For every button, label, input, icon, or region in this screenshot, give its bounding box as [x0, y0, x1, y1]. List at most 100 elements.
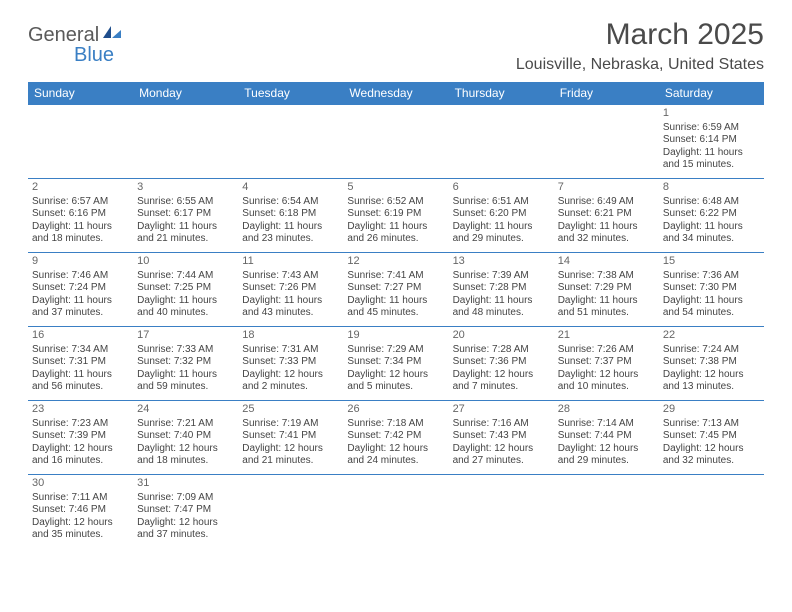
sunset-text: Sunset: 7:36 PM — [453, 356, 550, 369]
sunrise-text: Sunrise: 7:21 AM — [137, 418, 234, 431]
day-number: 17 — [137, 329, 234, 343]
daylight-text: Daylight: 11 hours — [453, 295, 550, 308]
sunset-text: Sunset: 7:40 PM — [137, 430, 234, 443]
sunset-text: Sunset: 7:30 PM — [663, 282, 760, 295]
daylight-text: and 35 minutes. — [32, 529, 129, 542]
sunrise-text: Sunrise: 7:19 AM — [242, 418, 339, 431]
daylight-text: and 18 minutes. — [137, 455, 234, 468]
day-header: Wednesday — [343, 82, 448, 105]
daylight-text: Daylight: 12 hours — [137, 443, 234, 456]
daylight-text: Daylight: 11 hours — [453, 221, 550, 234]
calendar-cell: 9Sunrise: 7:46 AMSunset: 7:24 PMDaylight… — [28, 253, 133, 327]
calendar-cell: 29Sunrise: 7:13 AMSunset: 7:45 PMDayligh… — [659, 401, 764, 475]
sunset-text: Sunset: 7:25 PM — [137, 282, 234, 295]
calendar-cell — [238, 105, 343, 179]
calendar-cell: 21Sunrise: 7:26 AMSunset: 7:37 PMDayligh… — [554, 327, 659, 401]
daylight-text: Daylight: 12 hours — [347, 369, 444, 382]
sunset-text: Sunset: 6:14 PM — [663, 134, 760, 147]
calendar-cell — [554, 105, 659, 179]
day-number: 27 — [453, 403, 550, 417]
calendar-cell: 23Sunrise: 7:23 AMSunset: 7:39 PMDayligh… — [28, 401, 133, 475]
sunset-text: Sunset: 7:34 PM — [347, 356, 444, 369]
sunset-text: Sunset: 7:26 PM — [242, 282, 339, 295]
calendar-cell: 16Sunrise: 7:34 AMSunset: 7:31 PMDayligh… — [28, 327, 133, 401]
calendar-cell: 14Sunrise: 7:38 AMSunset: 7:29 PMDayligh… — [554, 253, 659, 327]
daylight-text: and 7 minutes. — [453, 381, 550, 394]
daylight-text: Daylight: 12 hours — [242, 369, 339, 382]
daylight-text: and 21 minutes. — [137, 233, 234, 246]
calendar-header-row: Sunday Monday Tuesday Wednesday Thursday… — [28, 82, 764, 105]
daylight-text: Daylight: 11 hours — [32, 369, 129, 382]
sunset-text: Sunset: 7:45 PM — [663, 430, 760, 443]
calendar-cell — [28, 105, 133, 179]
daylight-text: and 5 minutes. — [347, 381, 444, 394]
daylight-text: Daylight: 11 hours — [137, 369, 234, 382]
sunrise-text: Sunrise: 7:43 AM — [242, 270, 339, 283]
sunrise-text: Sunrise: 7:18 AM — [347, 418, 444, 431]
daylight-text: Daylight: 11 hours — [558, 295, 655, 308]
calendar-cell: 26Sunrise: 7:18 AMSunset: 7:42 PMDayligh… — [343, 401, 448, 475]
sunset-text: Sunset: 7:24 PM — [32, 282, 129, 295]
calendar-cell: 8Sunrise: 6:48 AMSunset: 6:22 PMDaylight… — [659, 179, 764, 253]
day-number: 8 — [663, 181, 760, 195]
daylight-text: and 32 minutes. — [558, 233, 655, 246]
calendar-week-row: 1Sunrise: 6:59 AMSunset: 6:14 PMDaylight… — [28, 105, 764, 179]
daylight-text: and 18 minutes. — [32, 233, 129, 246]
sunrise-text: Sunrise: 6:49 AM — [558, 196, 655, 209]
daylight-text: Daylight: 11 hours — [347, 221, 444, 234]
daylight-text: Daylight: 11 hours — [137, 295, 234, 308]
sunrise-text: Sunrise: 7:16 AM — [453, 418, 550, 431]
daylight-text: and 40 minutes. — [137, 307, 234, 320]
daylight-text: and 27 minutes. — [453, 455, 550, 468]
calendar-week-row: 30Sunrise: 7:11 AMSunset: 7:46 PMDayligh… — [28, 475, 764, 549]
sunset-text: Sunset: 7:46 PM — [32, 504, 129, 517]
title-block: March 2025 Louisville, Nebraska, United … — [516, 18, 764, 74]
calendar-week-row: 9Sunrise: 7:46 AMSunset: 7:24 PMDaylight… — [28, 253, 764, 327]
daylight-text: Daylight: 11 hours — [558, 221, 655, 234]
calendar-cell: 27Sunrise: 7:16 AMSunset: 7:43 PMDayligh… — [449, 401, 554, 475]
daylight-text: Daylight: 12 hours — [663, 369, 760, 382]
daylight-text: and 54 minutes. — [663, 307, 760, 320]
header: General March 2025 Louisville, Nebraska,… — [28, 18, 764, 74]
sunrise-text: Sunrise: 7:28 AM — [453, 344, 550, 357]
sunset-text: Sunset: 7:27 PM — [347, 282, 444, 295]
daylight-text: and 32 minutes. — [663, 455, 760, 468]
calendar-cell: 17Sunrise: 7:33 AMSunset: 7:32 PMDayligh… — [133, 327, 238, 401]
calendar-cell — [554, 475, 659, 549]
sunset-text: Sunset: 7:44 PM — [558, 430, 655, 443]
calendar-week-row: 2Sunrise: 6:57 AMSunset: 6:16 PMDaylight… — [28, 179, 764, 253]
sunrise-text: Sunrise: 7:23 AM — [32, 418, 129, 431]
calendar-week-row: 23Sunrise: 7:23 AMSunset: 7:39 PMDayligh… — [28, 401, 764, 475]
day-number: 4 — [242, 181, 339, 195]
sunrise-text: Sunrise: 7:26 AM — [558, 344, 655, 357]
daylight-text: Daylight: 12 hours — [453, 443, 550, 456]
daylight-text: Daylight: 12 hours — [453, 369, 550, 382]
day-number: 19 — [347, 329, 444, 343]
day-number: 11 — [242, 255, 339, 269]
day-number: 16 — [32, 329, 129, 343]
daylight-text: and 15 minutes. — [663, 159, 760, 172]
calendar-cell: 15Sunrise: 7:36 AMSunset: 7:30 PMDayligh… — [659, 253, 764, 327]
daylight-text: and 21 minutes. — [242, 455, 339, 468]
calendar-cell — [343, 475, 448, 549]
sunrise-text: Sunrise: 7:39 AM — [453, 270, 550, 283]
day-header: Monday — [133, 82, 238, 105]
daylight-text: and 13 minutes. — [663, 381, 760, 394]
daylight-text: and 45 minutes. — [347, 307, 444, 320]
sunset-text: Sunset: 7:41 PM — [242, 430, 339, 443]
calendar-cell: 22Sunrise: 7:24 AMSunset: 7:38 PMDayligh… — [659, 327, 764, 401]
calendar-cell: 18Sunrise: 7:31 AMSunset: 7:33 PMDayligh… — [238, 327, 343, 401]
calendar-body: 1Sunrise: 6:59 AMSunset: 6:14 PMDaylight… — [28, 105, 764, 549]
day-number: 6 — [453, 181, 550, 195]
daylight-text: and 2 minutes. — [242, 381, 339, 394]
day-number: 1 — [663, 107, 760, 121]
daylight-text: and 56 minutes. — [32, 381, 129, 394]
daylight-text: and 51 minutes. — [558, 307, 655, 320]
day-header: Tuesday — [238, 82, 343, 105]
day-number: 23 — [32, 403, 129, 417]
sunrise-text: Sunrise: 7:34 AM — [32, 344, 129, 357]
sunset-text: Sunset: 6:18 PM — [242, 208, 339, 221]
sunset-text: Sunset: 7:32 PM — [137, 356, 234, 369]
day-number: 18 — [242, 329, 339, 343]
day-number: 25 — [242, 403, 339, 417]
